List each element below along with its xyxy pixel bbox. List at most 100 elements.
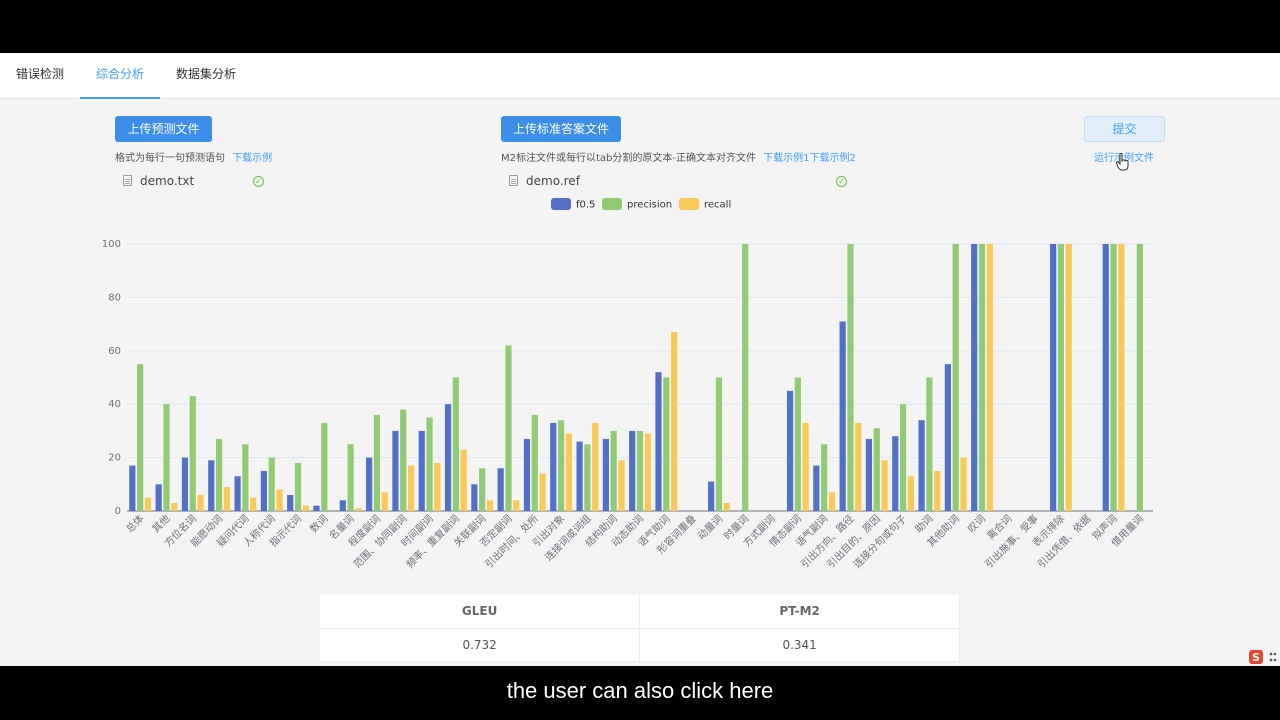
- bar-precision-26: [821, 444, 828, 511]
- bar-f0.5-32: [971, 244, 978, 511]
- reference-file-item[interactable]: demo.ref: [509, 173, 580, 189]
- bar-f0.5-29: [892, 436, 899, 511]
- prediction-file-item[interactable]: demo.txt: [123, 173, 194, 189]
- bar-precision-10: [400, 409, 407, 511]
- bar-precision-31: [952, 244, 959, 511]
- upload-prediction-button[interactable]: 上传预测文件: [115, 116, 212, 142]
- tab-dataset-analysis[interactable]: 数据集分析: [176, 67, 237, 81]
- bar-f0.5-11: [418, 430, 425, 511]
- bar-precision-20: [663, 377, 670, 511]
- bar-recall-31: [960, 457, 967, 511]
- bar-precision-11: [426, 417, 433, 511]
- gleu-value: 0.732: [320, 628, 641, 662]
- x-tick-label: 其他: [149, 512, 172, 535]
- bar-f0.5-2: [181, 457, 189, 511]
- bar-precision-18: [610, 430, 617, 511]
- video-top-letterbox: [0, 0, 1280, 53]
- gleu-header: GLEU: [320, 595, 641, 629]
- bar-f0.5-12: [444, 404, 452, 511]
- y-tick-label: 60: [108, 346, 121, 357]
- bar-recall-16: [565, 433, 572, 511]
- reference-format-hint: M2标注文件或每行以tab分割的原文本-正确文本对齐文件 下载示例1下载示例2: [501, 149, 856, 164]
- document-icon: [509, 175, 518, 186]
- bar-precision-35: [1057, 244, 1065, 511]
- bar-precision-2: [189, 396, 196, 511]
- x-tick-label: 助词: [912, 512, 935, 535]
- legend-label-recall: recall: [704, 200, 731, 211]
- video-bottom-letterbox: the user can also click here: [0, 666, 1280, 720]
- download-example-link[interactable]: 下载示例: [232, 153, 273, 164]
- reference-file-name: demo.ref: [526, 174, 580, 188]
- bar-precision-32: [978, 244, 986, 511]
- hand-cursor-icon: [1116, 153, 1129, 171]
- bar-recall-37: [1118, 244, 1125, 511]
- legend-label-f0.5: f0.5: [576, 200, 595, 211]
- pt-m2-header: PT-M2: [639, 595, 960, 629]
- prediction-hint-text: 格式为每行一句预测语句: [115, 153, 225, 164]
- bar-recall-8: [355, 508, 362, 511]
- bar-f0.5-7: [313, 505, 320, 511]
- download-example1-link[interactable]: 下载示例1: [763, 153, 810, 164]
- x-tick-label: 动量词: [695, 513, 725, 543]
- bar-precision-3: [215, 438, 223, 511]
- bar-precision-37: [1110, 244, 1117, 511]
- bar-recall-30: [934, 470, 941, 511]
- bar-precision-30: [926, 377, 933, 511]
- bar-f0.5-0: [129, 465, 136, 511]
- metrics-bar-chart: f0.5 precision recall 0 20 40 60 80 100 总体 其他方位名…: [102, 198, 1153, 571]
- bar-recall-18: [618, 460, 625, 511]
- bar-f0.5-14: [497, 468, 504, 511]
- download-example2-link[interactable]: 下载示例2: [809, 153, 856, 164]
- bar-recall-13: [486, 500, 494, 511]
- bar-precision-13: [479, 468, 486, 511]
- legend-swatch-recall: [679, 198, 699, 210]
- bar-f0.5-1: [155, 484, 162, 511]
- bar-precision-17: [584, 444, 591, 511]
- bar-f0.5-10: [392, 430, 399, 511]
- bar-f0.5-26: [813, 465, 820, 511]
- reference-hint-text: M2标注文件或每行以tab分割的原文本-正确文本对齐文件: [501, 153, 756, 164]
- bar-recall-6: [302, 505, 309, 511]
- tab-error-detection[interactable]: 错误检测: [16, 67, 65, 81]
- bar-recall-22: [723, 502, 730, 511]
- bar-precision-12: [452, 377, 459, 511]
- bar-f0.5-17: [576, 441, 583, 511]
- bar-f0.5-30: [918, 420, 925, 511]
- bar-f0.5-4: [234, 476, 241, 511]
- x-tick-label: 总体: [123, 512, 146, 535]
- bar-recall-9: [381, 492, 388, 511]
- run-example-file-link[interactable]: 运行示例文件: [1094, 153, 1154, 164]
- bar-recall-35: [1065, 244, 1072, 511]
- submit-button[interactable]: 提交: [1084, 116, 1165, 142]
- bar-precision-8: [347, 444, 354, 511]
- bar-f0.5-35: [1050, 244, 1057, 511]
- bar-f0.5-15: [523, 438, 531, 511]
- bar-f0.5-27: [839, 321, 846, 511]
- bar-recall-20: [671, 332, 678, 511]
- bar-f0.5-6: [287, 494, 294, 511]
- upload-reference-button[interactable]: 上传标准答案文件: [501, 116, 621, 142]
- bar-recall-32: [986, 244, 993, 511]
- bar-precision-22: [715, 377, 723, 511]
- score-table-header-row: GLEU PT-M2: [320, 595, 960, 629]
- bar-f0.5-28: [865, 438, 873, 511]
- check-circle-icon: ✓: [253, 176, 264, 187]
- bar-recall-28: [881, 460, 888, 511]
- bar-precision-4: [242, 444, 249, 511]
- score-table-value-row: 0.732 0.341: [320, 628, 960, 662]
- bar-precision-14: [505, 345, 512, 511]
- y-tick-label: 20: [108, 453, 121, 464]
- video-subtitle: the user can also click here: [506, 678, 774, 703]
- bar-precision-29: [899, 404, 907, 511]
- input-method-tray-icon[interactable]: S: [1248, 649, 1280, 665]
- bar-precision-9: [373, 414, 381, 511]
- prediction-file-name: demo.txt: [140, 174, 195, 188]
- prediction-format-hint: 格式为每行一句预测语句 下载示例: [115, 149, 272, 164]
- bar-f0.5-13: [471, 484, 478, 511]
- bar-precision-0: [137, 364, 144, 511]
- document-icon: [123, 175, 132, 186]
- bar-precision-38: [1136, 244, 1143, 511]
- bar-precision-16: [557, 420, 565, 511]
- tab-comprehensive-analysis[interactable]: 综合分析: [79, 53, 161, 99]
- y-tick-label: 40: [108, 399, 121, 410]
